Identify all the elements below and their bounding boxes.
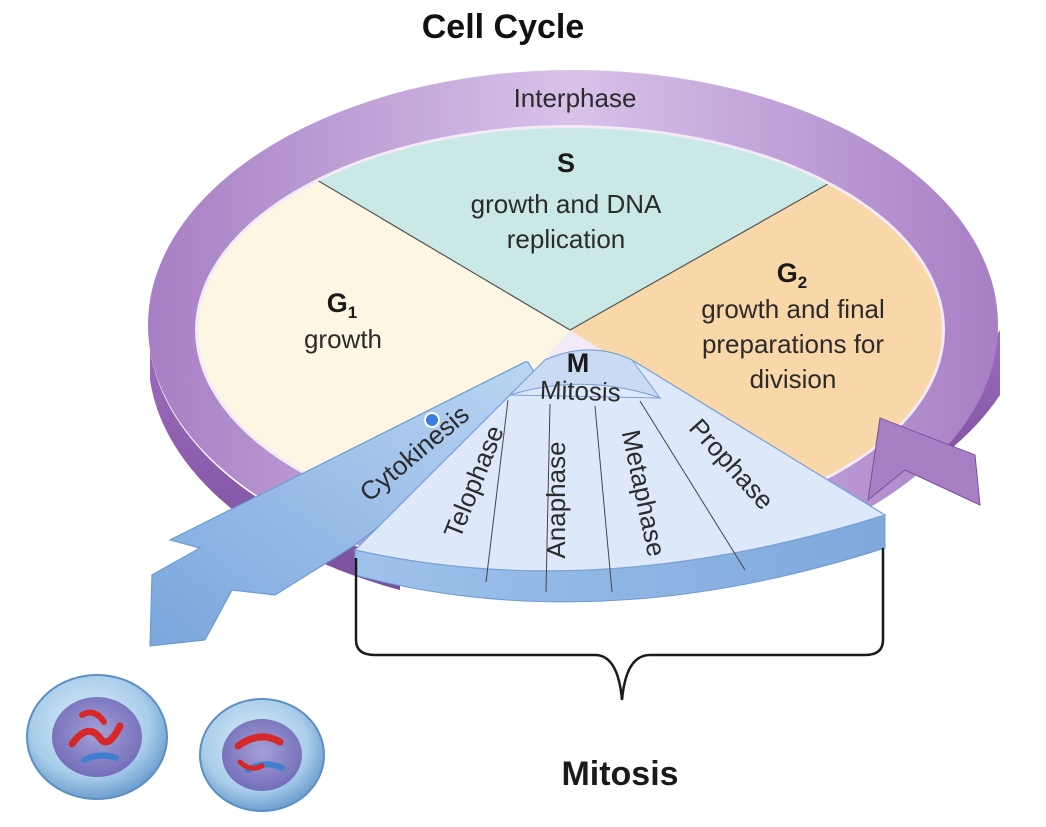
diagram-title: Cell Cycle xyxy=(422,8,585,46)
s-phase-line2: replication xyxy=(507,224,626,254)
interphase-label: Interphase xyxy=(514,83,637,113)
g2-line2: preparations for xyxy=(702,329,884,359)
daughter-cell-icon xyxy=(199,698,325,812)
stage-anaphase: Anaphase xyxy=(541,441,571,558)
s-phase-line1: growth and DNA xyxy=(471,189,662,219)
g2-letter: G2 xyxy=(777,258,807,292)
daughter-cell-icon xyxy=(26,674,168,800)
m-letter: M xyxy=(567,348,590,378)
s-phase-letter: S xyxy=(557,148,575,178)
mitosis-bracket xyxy=(354,548,885,701)
g1-line1: growth xyxy=(304,324,382,354)
interphase-arrowhead xyxy=(867,417,981,506)
g1-letter: G1 xyxy=(327,288,357,322)
g2-line3: division xyxy=(750,364,837,394)
s-sector xyxy=(300,128,850,330)
g2-line1: growth and final xyxy=(701,294,885,324)
cursor-marker-icon xyxy=(424,412,440,428)
mitosis-bracket-label: Mitosis xyxy=(561,755,678,793)
m-name: Mitosis xyxy=(539,375,621,408)
